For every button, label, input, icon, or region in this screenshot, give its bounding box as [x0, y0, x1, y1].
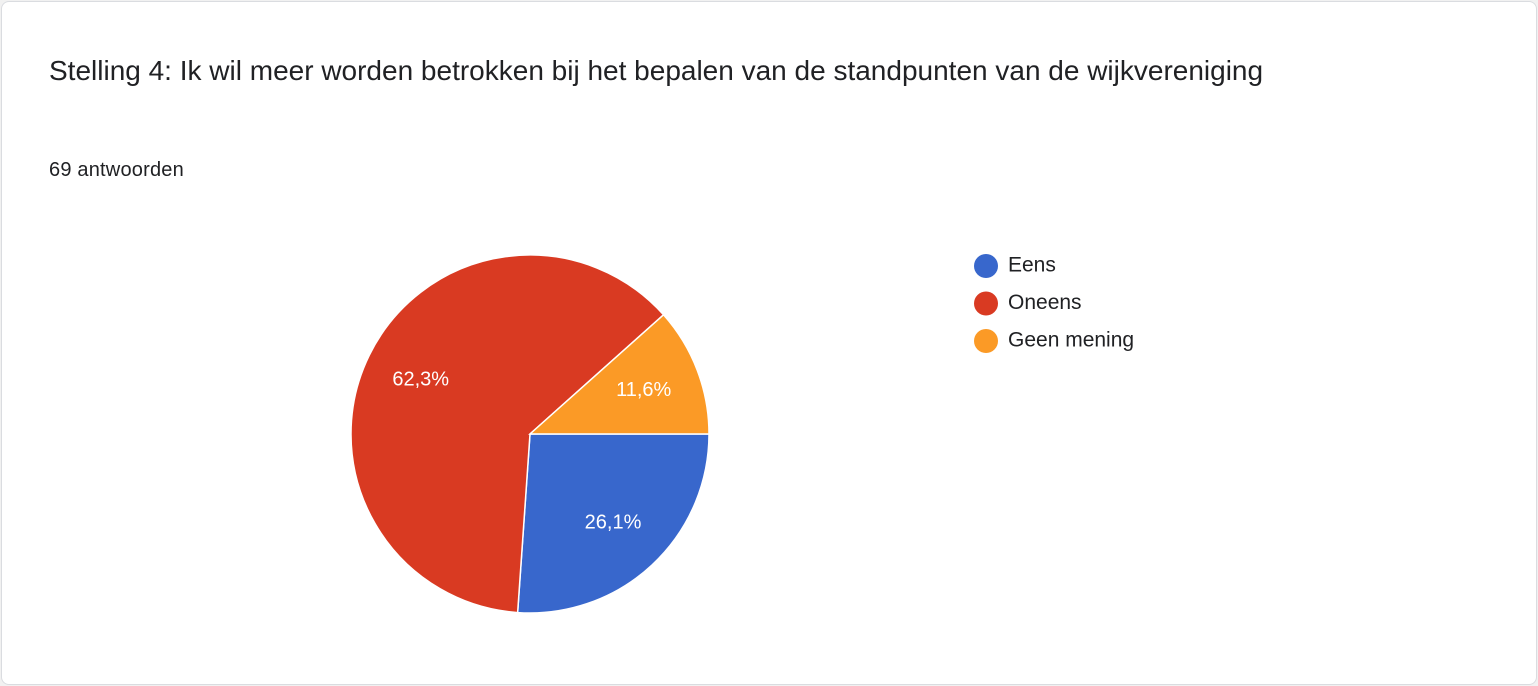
response-count: 69 antwoorden	[49, 159, 184, 181]
chart-title: Stelling 4: Ik wil meer worden betrokken…	[49, 55, 1264, 86]
slice-label: 26,1%	[585, 511, 642, 533]
legend-marker	[974, 291, 998, 316]
legend-marker	[974, 329, 998, 353]
legend-marker	[974, 254, 998, 278]
pie-slice	[350, 254, 665, 614]
slice-label: 62,3%	[392, 369, 449, 391]
pie-slice	[528, 313, 710, 435]
pie-slice	[516, 433, 710, 614]
legend-label: Geen mening	[1008, 329, 1134, 352]
slice-label: 11,6%	[616, 379, 671, 401]
legend-label: Eens	[1008, 254, 1056, 277]
legend-label: Oneens	[1008, 291, 1082, 314]
